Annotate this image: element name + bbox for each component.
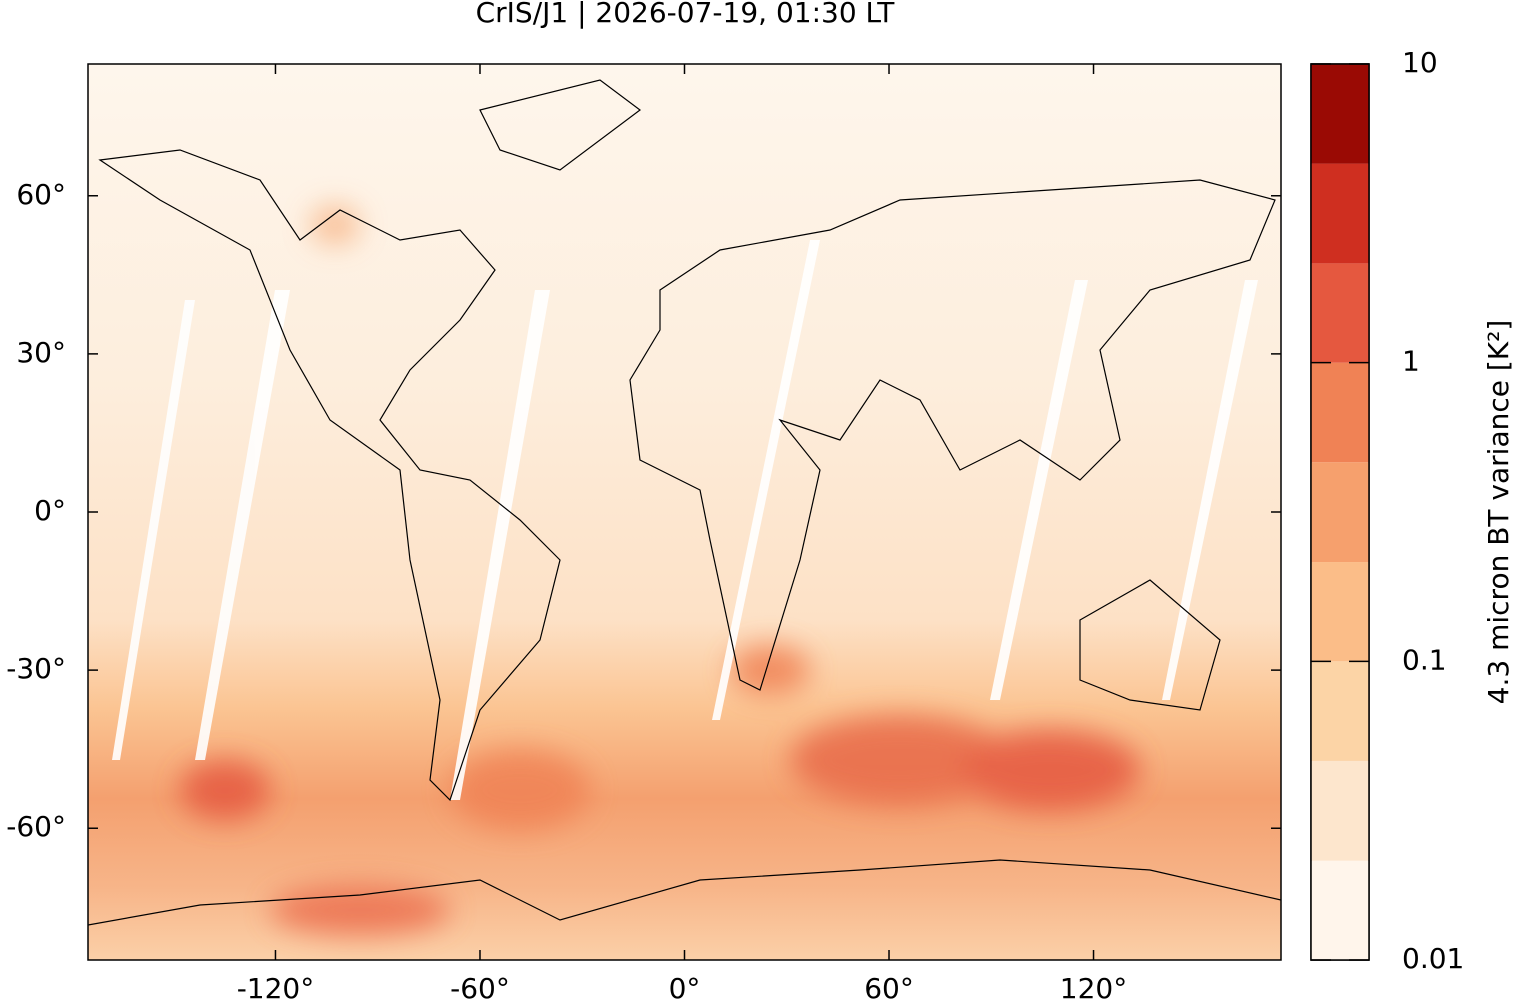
- x-tick-label: -60°: [450, 972, 510, 1002]
- colorbar-segment: [1311, 64, 1369, 164]
- colorbar-segment: [1311, 760, 1369, 861]
- colorbar-tick-label: 0.1: [1402, 643, 1447, 676]
- variance-field: [88, 64, 1281, 960]
- colorbar-segment: [1311, 263, 1369, 363]
- x-tick-label: 0°: [669, 972, 701, 1002]
- y-tick-label: 60°: [16, 178, 66, 211]
- chart-title: CrIS/J1 | 2026-07-19, 01:30 LT: [476, 0, 896, 29]
- x-tick-label: 60°: [864, 972, 914, 1002]
- colorbar-frame: [1310, 63, 1370, 961]
- colorbar-tick-label: 1: [1402, 345, 1420, 378]
- colorbar-label: 4.3 micron BT variance [K²]: [1482, 320, 1515, 705]
- colorbar-tick-label: 10: [1402, 46, 1438, 79]
- y-tick-label: -30°: [6, 652, 66, 685]
- x-tick-label: 120°: [1060, 972, 1127, 1002]
- colorbar-segment: [1311, 860, 1369, 960]
- colorbar-segment: [1311, 462, 1369, 563]
- colorbar-segment: [1311, 163, 1369, 264]
- x-tick-label: -120°: [237, 972, 315, 1002]
- y-tick-label: 0°: [34, 494, 66, 527]
- colorbar-segment: [1311, 562, 1369, 662]
- colorbar-tick-label: 0.01: [1402, 942, 1464, 975]
- y-tick-label: -60°: [6, 810, 66, 843]
- colorbar-segment: [1311, 362, 1369, 463]
- y-tick-label: 30°: [16, 336, 66, 369]
- colorbar-segment: [1311, 661, 1369, 761]
